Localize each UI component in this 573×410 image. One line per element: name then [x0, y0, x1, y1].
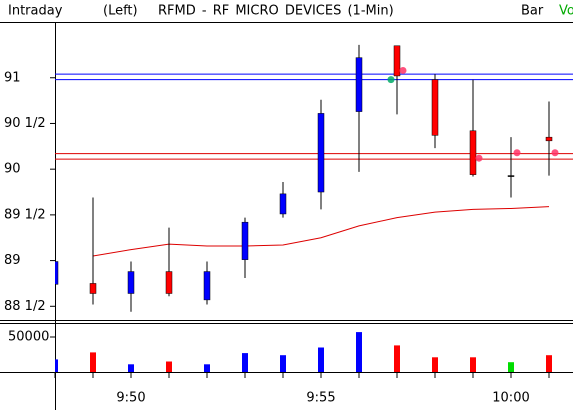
- volume-bar: [470, 357, 476, 372]
- volume-bar: [356, 332, 362, 372]
- candle-body: [317, 113, 325, 193]
- candle-body: [55, 261, 59, 285]
- y-tick-label: 91: [4, 70, 21, 85]
- volume-bar: [546, 355, 552, 372]
- candle-body: [431, 79, 439, 136]
- y-tick-label: 90: [4, 162, 21, 177]
- moving-average: [92, 206, 550, 257]
- y-tick-label: 90 1/2: [4, 116, 46, 131]
- volume-bar: [55, 359, 58, 372]
- y-tick-label: 89: [4, 253, 21, 268]
- candle-body: [241, 221, 249, 260]
- candle-body: [165, 271, 173, 294]
- signal: [387, 76, 395, 84]
- candle-body: [89, 283, 97, 294]
- candle-body: [469, 130, 477, 175]
- x-tick-label: 10:00: [492, 391, 529, 406]
- volume-bar: [204, 364, 210, 372]
- mode: Intraday: [8, 4, 63, 19]
- volume-bar: [432, 357, 438, 372]
- volume-bar: [394, 345, 400, 372]
- candle-body: [127, 271, 135, 294]
- volume-tab[interactable]: Vo: [559, 4, 573, 19]
- price-panel: [55, 44, 573, 312]
- x-tick-label: 9:50: [116, 391, 145, 406]
- signal: [513, 149, 521, 157]
- volume-bar: [280, 355, 286, 372]
- candle-body: [203, 271, 211, 301]
- volume-tick-label: 50000: [8, 330, 49, 345]
- candle-body: [355, 57, 363, 112]
- signal: [399, 66, 407, 74]
- volume-bar: [128, 364, 134, 372]
- y-tick-label: 89 1/2: [4, 207, 46, 222]
- volume-panel: [55, 332, 552, 372]
- volume-bar: [508, 362, 514, 372]
- x-tick-label: 9:55: [306, 391, 335, 406]
- candle-body: [279, 193, 287, 215]
- style-tab[interactable]: Bar: [521, 4, 544, 19]
- volume-bar: [318, 347, 324, 372]
- candle-body: [507, 175, 515, 177]
- signal: [475, 154, 483, 162]
- volume-bar: [166, 361, 172, 372]
- y-tick-label: 88 1/2: [4, 299, 46, 314]
- volume-bar: [90, 352, 96, 372]
- signal: [551, 149, 559, 157]
- chart-title: RFMD - RF MICRO DEVICES (1-Min): [158, 4, 394, 19]
- candle-body: [545, 136, 553, 142]
- volume-bar: [242, 353, 248, 372]
- side: (Left): [103, 4, 138, 19]
- candle-body: [393, 45, 401, 77]
